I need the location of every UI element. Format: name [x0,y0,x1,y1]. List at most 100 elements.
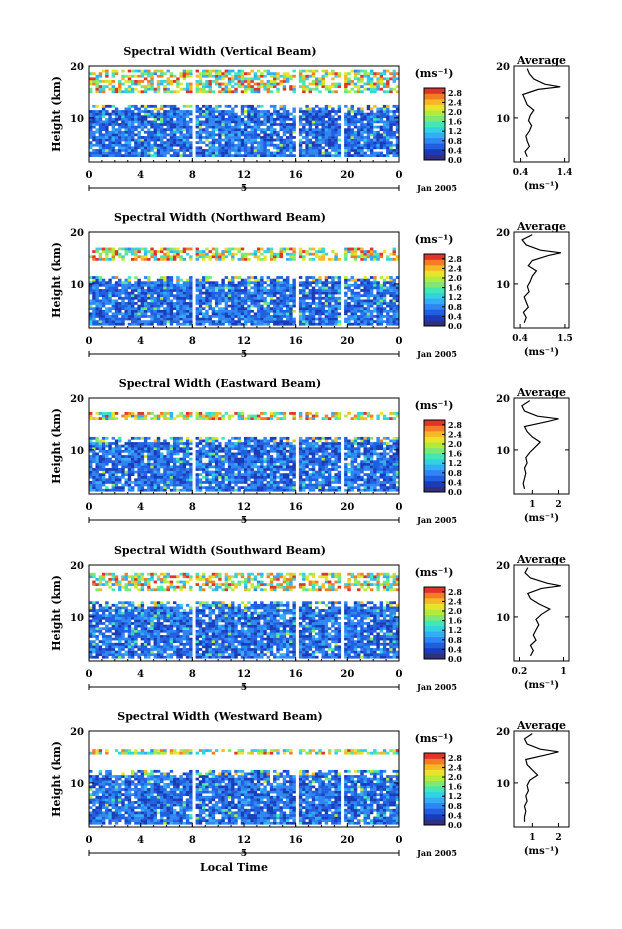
panel-title: Spectral Width (Northward Beam) [114,211,326,224]
day-label: 5 [241,350,247,360]
heatmap-cell [127,133,132,137]
heatmap-cell [250,104,254,108]
heatmap-cell [92,286,96,290]
heatmap-cell [324,74,329,78]
heatmap-cell [256,483,261,487]
heatmap-cell [347,107,351,111]
heatmap-cell [111,483,116,487]
heatmap-cell [289,317,293,321]
heatmap-cell [318,294,322,298]
heatmap-cell [382,486,387,490]
heatmap-cell [331,309,335,313]
heatmap-cell [353,125,358,129]
heatmap-cell [392,478,396,482]
heatmap-cell [227,473,232,477]
heatmap-cell [160,80,164,83]
heatmap-cell [244,307,248,311]
heatmap-cell [114,473,119,477]
heatmap-cell [353,278,358,282]
heatmap-cell [176,141,180,145]
heatmap-cell [156,488,161,492]
heatmap-cell [386,486,390,490]
heatmap-cell [353,257,358,261]
heatmap-cell [298,115,303,119]
heatmap-cell [211,107,216,111]
heatmap-cell [347,481,351,484]
x-tick-label: 20 [340,170,354,181]
heatmap-cell [244,120,248,124]
heatmap-cell [285,465,290,469]
heatmap-cell [395,488,400,492]
heatmap-cell [179,74,183,78]
heatmap-cell [108,149,112,152]
heatmap-cell [143,123,148,126]
heatmap-cell [279,117,283,121]
heatmap-cell [334,90,338,94]
heatmap-cell [376,294,380,298]
heatmap-cell [327,291,332,295]
heatmap-cell [337,115,342,119]
heatmap-cell [195,302,199,305]
heatmap-cell [185,125,190,129]
heatmap-cell [276,281,280,285]
heatmap-cell [127,80,132,83]
heatmap-cell [250,141,254,145]
heatmap-cell [195,80,199,83]
heatmap-cell [363,151,367,155]
heatmap-cell [101,146,106,150]
heatmap-cell [308,296,313,300]
heatmap-cell [395,294,400,298]
heatmap-cell [198,80,203,83]
heatmap-cell [386,110,390,113]
heatmap-cell [182,320,187,324]
heatmap-cell [166,483,170,487]
heatmap-cell [386,322,390,326]
heatmap-cell [311,488,316,492]
heatmap-cell [224,255,229,259]
heatmap-cell [185,281,190,285]
heatmap-cell [221,82,225,86]
heatmap-cell [224,315,229,318]
heatmap-cell [373,486,377,490]
heatmap-cell [163,149,167,152]
heatmap-cell [392,117,396,121]
heatmap-cell [395,117,400,121]
heatmap-cell [101,291,106,295]
heatmap-cell [92,112,96,116]
heatmap-cell [247,315,251,318]
heatmap-cell [250,120,254,124]
heatmap-cell [376,304,380,308]
heatmap-cell [214,315,219,318]
heatmap-cell [350,483,354,487]
heatmap-cell [315,133,319,137]
heatmap-cell [160,257,164,261]
heatmap-cell [208,130,212,134]
heatmap-cell [311,130,316,134]
heatmap-cell [95,462,99,466]
heatmap-cell [247,296,251,300]
heatmap-cell [237,72,241,76]
heatmap-cell [169,304,174,308]
heatmap-cell [321,289,325,292]
heatmap-cell [311,252,316,256]
heatmap-cell [160,120,164,124]
heatmap-cell [208,80,212,83]
heatmap-cell [108,478,112,482]
heatmap-cell [256,478,261,482]
heatmap-cell [121,125,125,129]
heatmap-cell [379,302,384,305]
heatmap-cell [334,252,338,256]
heatmap-cell [298,151,303,155]
heatmap-cell [195,247,199,251]
heatmap-cell [308,123,313,126]
heatmap-cell [376,307,380,311]
heatmap-cell [160,283,164,287]
heatmap-cell [163,291,167,295]
heatmap-cell [363,307,367,311]
heatmap-cell [218,85,222,88]
heatmap-cell [360,80,364,83]
heatmap-cell [298,143,303,147]
heatmap-cell [127,115,132,119]
heatmap-cell [176,470,180,474]
heatmap-cell [353,141,358,145]
